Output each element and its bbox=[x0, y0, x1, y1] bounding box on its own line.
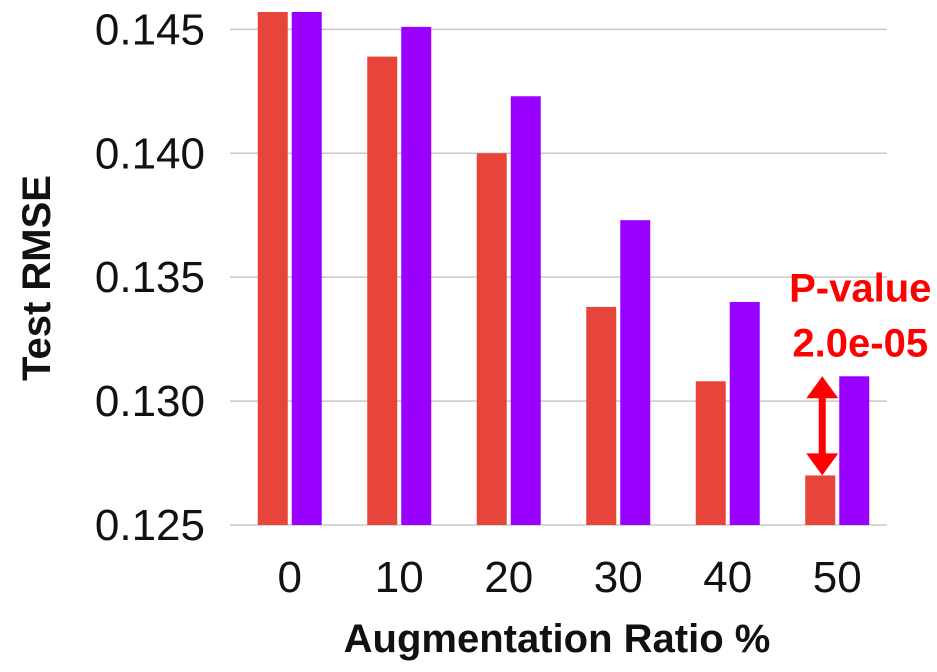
x-tick-label: 10 bbox=[375, 553, 424, 602]
x-tick-labels: 0 10 20 30 40 50 bbox=[278, 553, 862, 602]
bar-series2-30 bbox=[620, 220, 651, 525]
y-tick-label: 0.145 bbox=[95, 5, 205, 54]
bar-series1-20 bbox=[476, 153, 507, 525]
bar-series2-50 bbox=[839, 376, 870, 525]
x-tick-label: 50 bbox=[813, 553, 862, 602]
annotation-arrow-head-up bbox=[806, 376, 839, 399]
bar-series1-0 bbox=[257, 12, 288, 525]
bar-series2-0 bbox=[291, 12, 322, 525]
bar-series2-20 bbox=[510, 96, 541, 526]
annotation-label-line2: 2.0e-05 bbox=[792, 321, 928, 365]
y-tick-label: 0.130 bbox=[95, 377, 205, 426]
y-tick-label: 0.140 bbox=[95, 129, 205, 178]
bar-series2-10 bbox=[401, 26, 432, 525]
x-tick-label: 40 bbox=[703, 553, 752, 602]
bar-series2-40 bbox=[729, 301, 760, 525]
y-tick-label: 0.135 bbox=[95, 253, 205, 302]
bars bbox=[257, 12, 870, 526]
x-tick-label: 0 bbox=[278, 553, 302, 602]
x-tick-label: 20 bbox=[484, 553, 533, 602]
grid-lines bbox=[230, 28, 887, 526]
p-value-annotation: P-value 2.0e-05 bbox=[789, 266, 931, 476]
y-tick-labels: 0.125 0.130 0.135 0.140 0.145 bbox=[95, 5, 205, 550]
annotation-arrow-head-down bbox=[806, 453, 839, 476]
x-tick-label: 30 bbox=[594, 553, 643, 602]
x-axis-title: Augmentation Ratio % bbox=[344, 617, 771, 661]
y-axis-title: Test RMSE bbox=[15, 175, 59, 381]
bar-series1-30 bbox=[586, 306, 617, 525]
annotation-label-line1: P-value bbox=[789, 266, 931, 310]
y-tick-label: 0.125 bbox=[95, 501, 205, 550]
bar-series1-40 bbox=[695, 381, 726, 525]
bar-series1-50 bbox=[805, 475, 836, 525]
bar-series1-10 bbox=[367, 56, 398, 525]
